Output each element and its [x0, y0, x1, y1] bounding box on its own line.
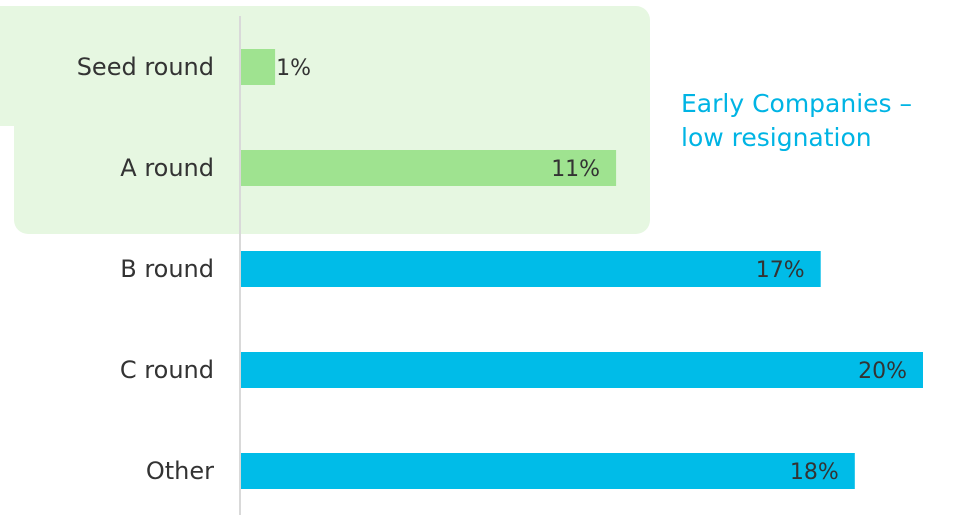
annotation-line-1: Early Companies – [681, 89, 912, 118]
value-label: 1% [276, 56, 311, 81]
category-label: A round [120, 154, 214, 182]
value-label: 20% [858, 359, 907, 384]
category-label: C round [120, 356, 214, 384]
value-label: 11% [551, 157, 600, 182]
bar-other [241, 453, 855, 489]
annotation-line-2: low resignation [681, 123, 872, 152]
bar-b-round [241, 251, 821, 287]
bar-seed-round [241, 49, 276, 85]
highlight-band [14, 6, 650, 234]
category-label: Other [146, 457, 214, 485]
bar-c-round [241, 352, 923, 388]
highlight-band-tab [0, 6, 40, 126]
category-label: Seed round [77, 53, 214, 81]
value-label: 18% [790, 460, 839, 485]
category-label: B round [120, 255, 214, 283]
bar-a-round [241, 150, 617, 186]
value-label: 17% [756, 258, 805, 283]
